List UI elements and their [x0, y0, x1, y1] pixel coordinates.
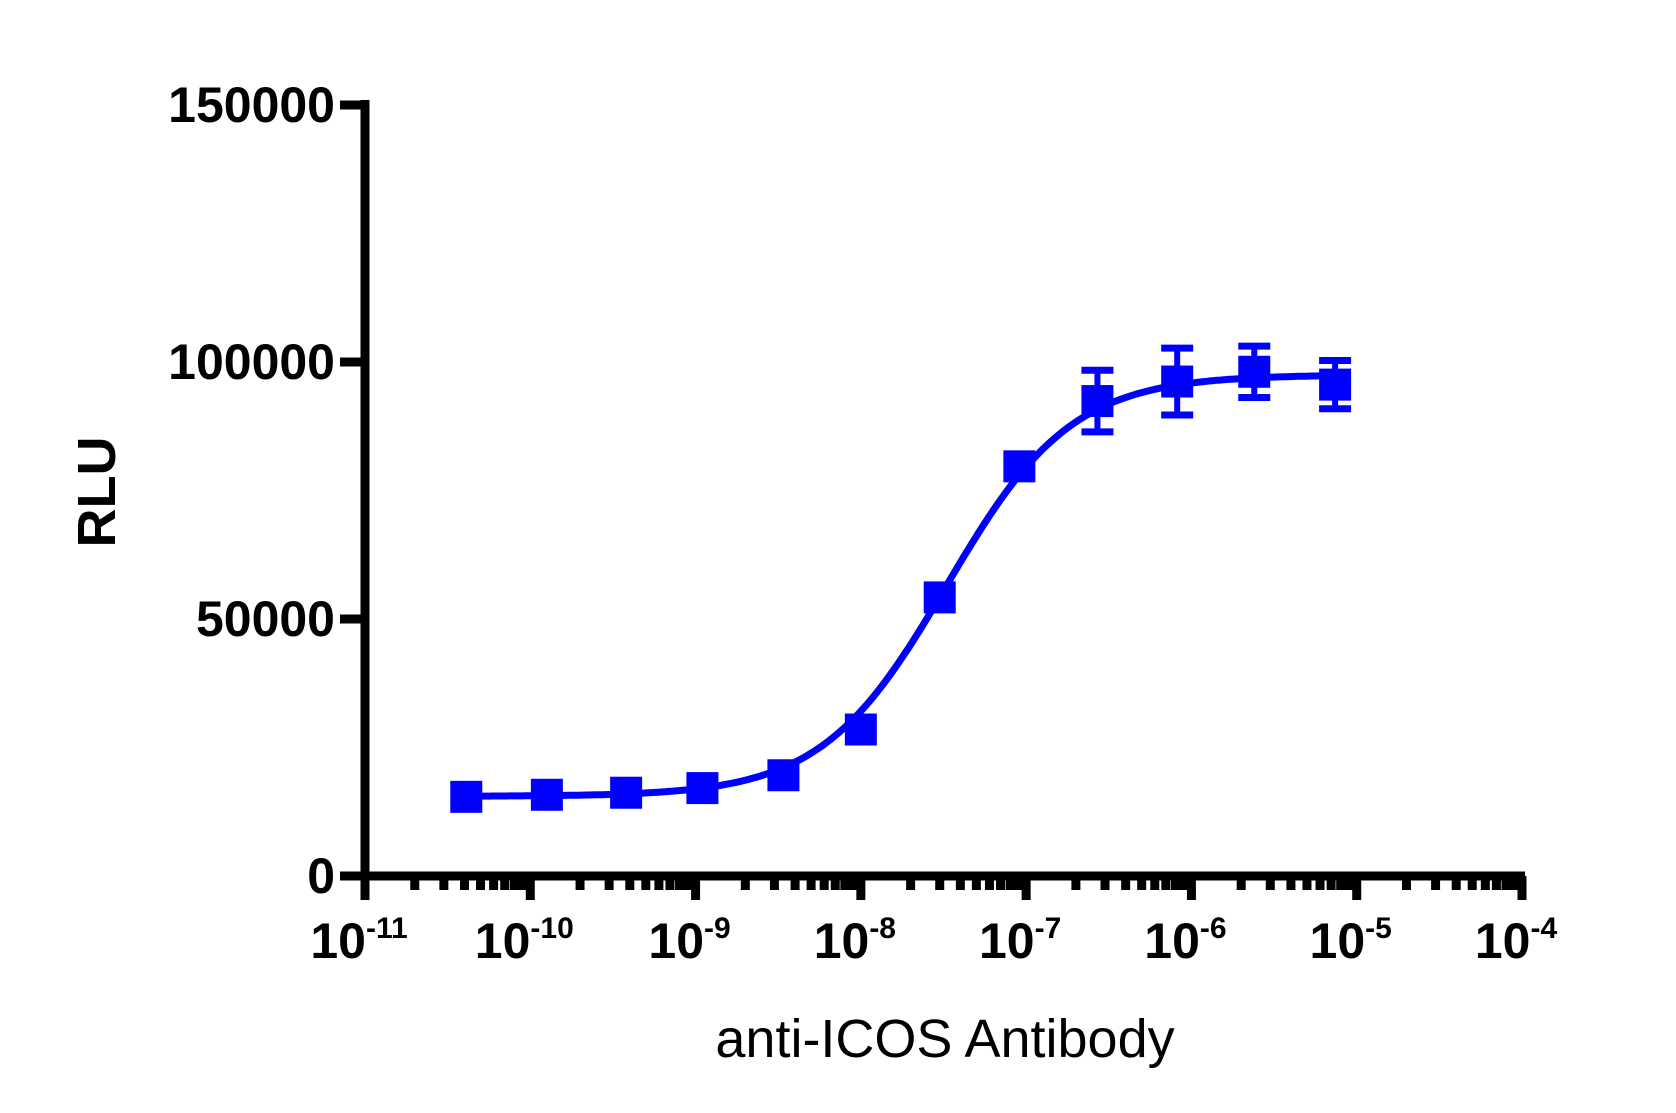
data-point	[1238, 355, 1271, 388]
data-point	[450, 780, 483, 813]
x-tick-exponent: -7	[1035, 912, 1062, 945]
x-tick-exponent: -6	[1200, 912, 1227, 945]
x-tick-label: 10-4	[1475, 912, 1558, 969]
data-point	[530, 778, 563, 811]
y-tick-label: 150000	[168, 77, 335, 133]
x-tick-exponent: -4	[1530, 912, 1557, 945]
x-tick-exponent: -5	[1365, 912, 1392, 945]
x-tick-label: 10-11	[310, 912, 407, 969]
x-tick-label: 10-9	[648, 912, 730, 969]
y-tick-label: 100000	[168, 334, 335, 390]
x-tick-label: 10-8	[814, 912, 896, 969]
data-point	[610, 776, 643, 809]
x-tick-base: 10	[1475, 913, 1531, 969]
data-point	[1003, 450, 1036, 483]
fit-curve	[466, 372, 1333, 800]
x-tick-base: 10	[1144, 913, 1200, 969]
x-tick-exponent: -8	[869, 912, 896, 945]
data-point	[923, 581, 956, 614]
x-tick-label: 10-7	[979, 912, 1061, 969]
x-axis-label: anti-ICOS Antibody	[715, 1009, 1174, 1069]
x-tick-base: 10	[979, 913, 1035, 969]
x-tick-label: 10-5	[1310, 912, 1392, 969]
y-axis-label: RLU	[67, 437, 127, 548]
x-tick-base: 10	[310, 913, 366, 969]
x-tick-exponent: -11	[366, 912, 408, 945]
data-point	[686, 772, 719, 805]
x-tick-exponent: -9	[704, 912, 731, 945]
x-tick-base: 10	[1310, 913, 1366, 969]
data-point	[1081, 385, 1114, 418]
data-layer	[450, 342, 1352, 813]
x-tick-base: 10	[814, 913, 870, 969]
data-point	[767, 759, 800, 792]
data-point	[1161, 365, 1194, 398]
data-point	[1319, 368, 1352, 401]
x-tick-base: 10	[475, 913, 531, 969]
x-tick-label: 10-10	[475, 912, 574, 969]
x-tick-base: 10	[648, 913, 704, 969]
x-tick-exponent: -10	[530, 912, 573, 945]
x-tick-label: 10-6	[1144, 912, 1226, 969]
y-tick-label: 0	[307, 848, 335, 904]
data-point	[844, 713, 877, 746]
y-tick-label: 50000	[196, 591, 335, 647]
